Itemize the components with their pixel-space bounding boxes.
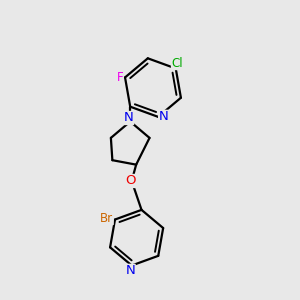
Text: N: N xyxy=(125,264,135,277)
Text: N: N xyxy=(159,110,168,123)
Text: Br: Br xyxy=(100,212,113,224)
Text: N: N xyxy=(124,112,134,124)
Text: O: O xyxy=(125,175,136,188)
Text: F: F xyxy=(116,71,123,84)
Text: Cl: Cl xyxy=(171,57,183,70)
